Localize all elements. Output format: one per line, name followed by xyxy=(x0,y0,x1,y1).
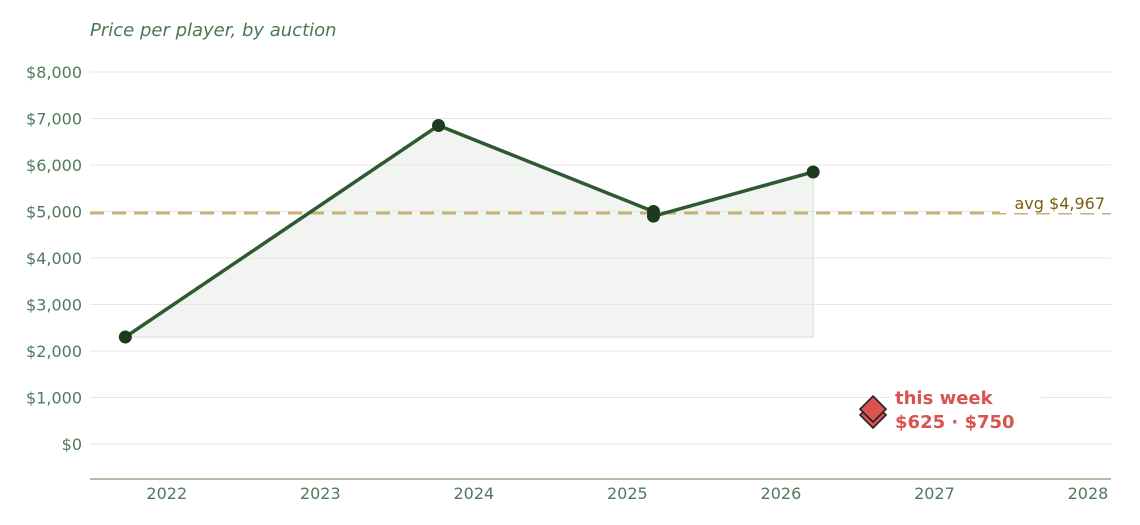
x-tick-label: 2023 xyxy=(300,484,341,503)
average-label: avg $4,967 xyxy=(1015,194,1106,213)
area-fill-layer xyxy=(123,124,814,338)
y-tick-label: $6,000 xyxy=(26,156,82,175)
this-week-layer: this week $625 · $750 xyxy=(858,386,1042,437)
data-point xyxy=(118,330,132,344)
y-tick-label: $7,000 xyxy=(26,110,82,129)
y-tick-label: $5,000 xyxy=(26,203,82,222)
y-tick-label: $0 xyxy=(62,435,82,454)
data-points-layer xyxy=(118,118,820,344)
average-line-layer: avg $4,967 xyxy=(90,191,1111,215)
chart-title: Price per player, by auction xyxy=(90,20,337,41)
x-tick-label: 2024 xyxy=(453,484,494,503)
series-area-fill xyxy=(123,124,814,338)
y-tick-label: $1,000 xyxy=(26,389,82,408)
y-tick-label: $2,000 xyxy=(26,342,82,361)
this-week-marker xyxy=(858,394,888,424)
x-tick-label: 2022 xyxy=(146,484,187,503)
x-tick-label: 2027 xyxy=(914,484,955,503)
x-tick-label: 2028 xyxy=(1068,484,1109,503)
data-point xyxy=(432,118,446,132)
y-tick-label: $4,000 xyxy=(26,249,82,268)
y-tick-label: $3,000 xyxy=(26,296,82,315)
this-week-label-bg xyxy=(891,386,1042,437)
data-point xyxy=(806,165,820,179)
this-week-values: $625 · $750 xyxy=(895,412,1015,433)
y-tick-label: $8,000 xyxy=(26,63,82,82)
axis-layer: $0 $1,000 $2,000 $3,000 $4,000 $5,000 $6,000 $7… xyxy=(26,63,1111,503)
x-tick-label: 2025 xyxy=(607,484,648,503)
this-week-label: this week xyxy=(895,388,994,409)
x-tick-label: 2026 xyxy=(761,484,802,503)
data-point xyxy=(646,209,660,223)
average-label-bg xyxy=(1000,191,1111,214)
